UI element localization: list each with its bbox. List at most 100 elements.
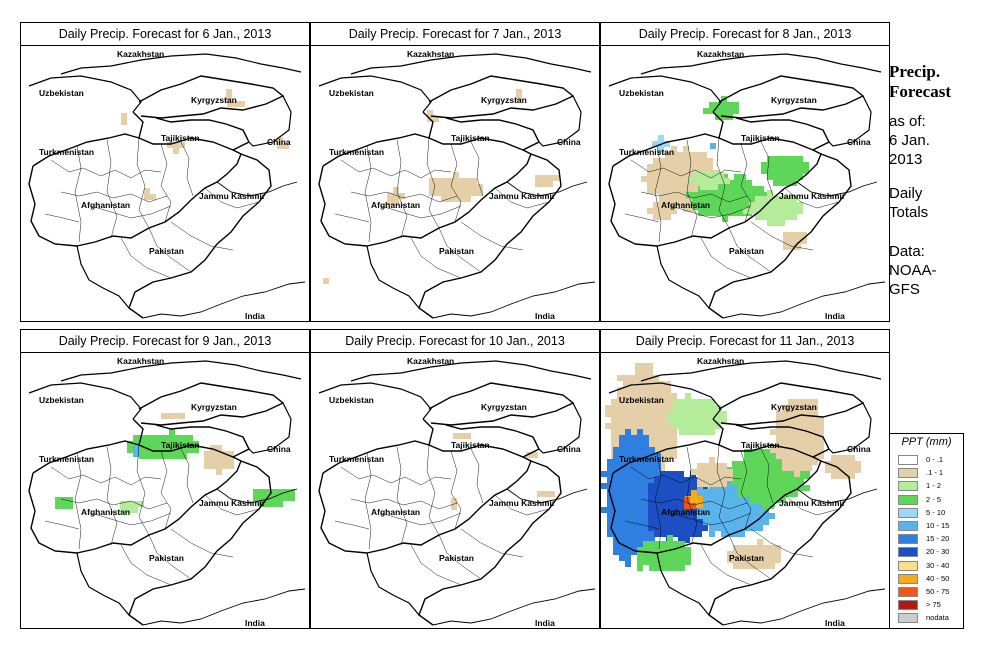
precip-cell: [795, 238, 801, 244]
precip-cell: [709, 501, 715, 507]
precip-cell: [721, 495, 727, 501]
precip-cell: [659, 405, 665, 411]
precip-cell: [756, 455, 762, 461]
precip-cell: [665, 435, 671, 441]
afghanistan-west-border: [608, 165, 658, 247]
precip-cell: [732, 467, 738, 473]
precip-cell: [637, 477, 643, 483]
precip-cell: [655, 565, 661, 571]
kashmir-line: [216, 181, 298, 197]
country-labels: Kazakhstan Uzbekistan Kyrgyzstan Tajikis…: [39, 356, 291, 628]
precip-cell: [733, 501, 739, 507]
precip-cell: [763, 545, 769, 551]
precip-cell: [734, 210, 740, 216]
precip-cell: [625, 435, 631, 441]
precip-cell: [800, 429, 806, 435]
precip-cell: [716, 198, 722, 204]
precip-cell: [659, 465, 665, 471]
precip-cell: [623, 399, 629, 405]
label-jammu-kashmir: Jammu Kashmir: [489, 191, 556, 201]
precip-cell: [605, 411, 611, 417]
side-title-line1: Precip.: [889, 62, 941, 81]
legend-swatch: [898, 507, 918, 518]
precip-cell: [654, 531, 660, 537]
precip-cell: [447, 178, 453, 184]
precip-cell: [625, 525, 631, 531]
precip-cell: [690, 507, 696, 513]
afghanistan-west-border: [318, 165, 368, 247]
precip-cell: [782, 423, 788, 429]
precip-cell: [607, 501, 613, 507]
precip-cell: [750, 449, 756, 455]
precip-cell: [647, 429, 653, 435]
precip-cell: [683, 200, 689, 206]
precip-cell: [625, 483, 631, 489]
precip-cell: [677, 200, 683, 206]
precip-cell: [782, 465, 788, 471]
precip-cell: [685, 423, 691, 429]
precip-cell: [453, 196, 459, 202]
precip-cell: [788, 429, 794, 435]
precip-cell: [769, 513, 775, 519]
precip-cell: [733, 513, 739, 519]
precip-cell: [607, 513, 613, 519]
precip-cell: [756, 497, 762, 503]
precip-cell: [761, 196, 767, 202]
precip-cell: [788, 441, 794, 447]
precip-cell: [780, 497, 786, 503]
precip-cell: [727, 557, 733, 563]
precip-cell: [709, 475, 715, 481]
precip-cell: [691, 490, 697, 496]
label-afghanistan: Afghanistan: [371, 200, 420, 210]
precip-cell: [637, 565, 643, 571]
precip-cell: [697, 481, 703, 487]
precip-cell: [637, 513, 643, 519]
precip-cell: [746, 180, 752, 186]
label-kazakhstan: Kazakhstan: [697, 49, 744, 59]
precip-cell: [678, 531, 684, 537]
precip-cell: [127, 441, 133, 447]
precip-cell: [659, 176, 665, 182]
precip-cell: [653, 429, 659, 435]
kazakhstan-border: [640, 360, 882, 382]
precip-cell: [228, 463, 234, 469]
precip-cell: [678, 525, 684, 531]
precip-cell: [767, 208, 773, 214]
kazakhstan-border: [350, 360, 592, 382]
precip-cell: [721, 507, 727, 513]
precip-cell: [722, 186, 728, 192]
precip-cell: [541, 175, 547, 181]
precip-cell: [601, 483, 607, 489]
precip-cell: [233, 101, 239, 107]
precip-cell: [666, 471, 672, 477]
label-kyrgyzstan: Kyrgyzstan: [481, 95, 527, 105]
precip-cell: [679, 411, 685, 417]
precip-cell: [776, 423, 782, 429]
precip-cell: [806, 465, 812, 471]
precip-cell: [665, 194, 671, 200]
precip-cell: [672, 513, 678, 519]
precip-cell: [227, 101, 233, 107]
tajikistan-border: [422, 111, 540, 151]
country-labels: Kazakhstan Uzbekistan Kyrgyzstan Tajikis…: [39, 49, 291, 321]
precip-cell: [683, 176, 689, 182]
precip-cell: [709, 417, 715, 423]
precip-cell: [763, 551, 769, 557]
precip-cell: [768, 479, 774, 485]
precip-cell: [768, 485, 774, 491]
precip-cell: [471, 190, 477, 196]
precip-cell: [654, 495, 660, 501]
precip-cell: [683, 182, 689, 188]
precip-cell: [698, 204, 704, 210]
precip-cell: [761, 168, 767, 174]
precip-cell: [625, 543, 631, 549]
precip-cell: [459, 433, 465, 439]
precip-cell: [689, 182, 695, 188]
precip-cell: [289, 495, 295, 501]
precip-cell: [271, 501, 277, 507]
precip-cell: [703, 469, 709, 475]
precip-cell: [690, 519, 696, 525]
precip-cell: [61, 503, 67, 509]
precip-cell: [732, 479, 738, 485]
precip-cell: [791, 208, 797, 214]
